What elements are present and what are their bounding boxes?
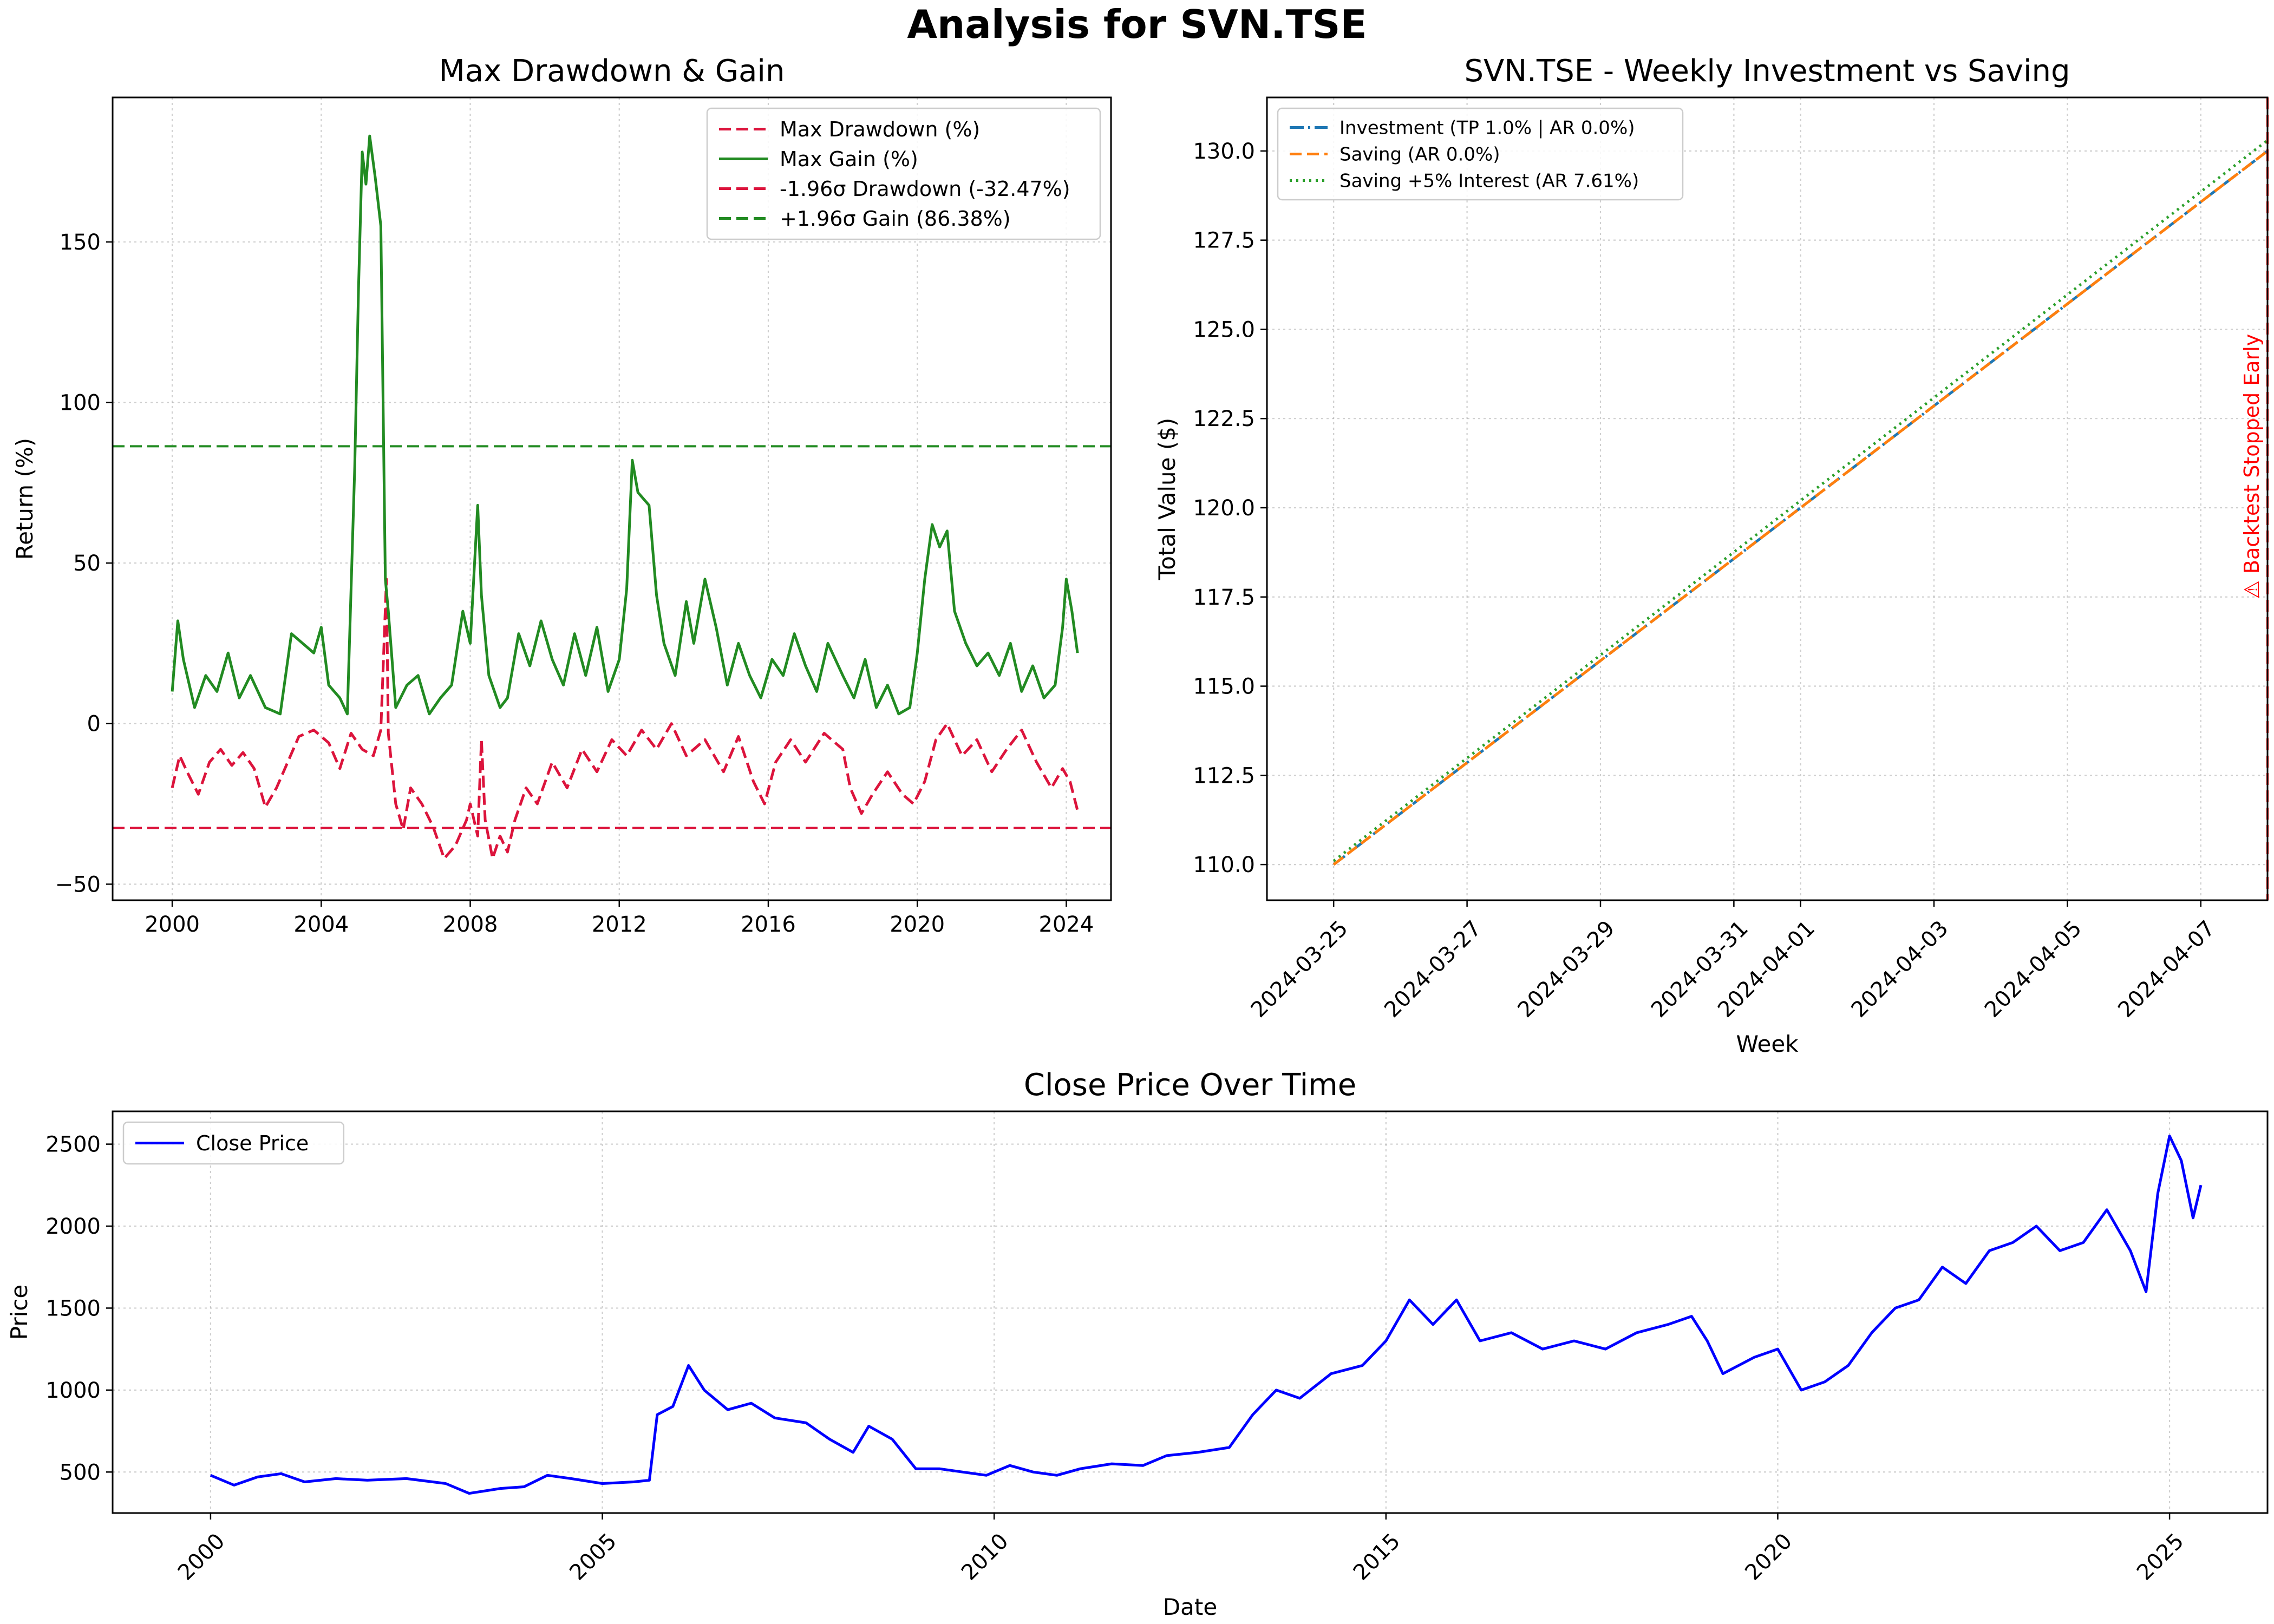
- legend-label: Max Gain (%): [780, 147, 918, 171]
- x-axis-label: Date: [1163, 1594, 1217, 1620]
- x-tick-label: 2024-04-07: [2113, 916, 2220, 1023]
- y-tick-label: 125.0: [1193, 317, 1255, 342]
- x-tick-label: 2020: [890, 912, 945, 937]
- y-axis-label: Return (%): [11, 438, 38, 560]
- y-tick-label: 127.5: [1193, 228, 1255, 253]
- axes-frame: [1266, 96, 2269, 901]
- chart-investment: ⚠ Backtest Stopped Early 2024-03-25 2024-0…: [1154, 54, 2269, 1057]
- y-tick-label: 115.0: [1193, 675, 1255, 699]
- plot-area: [113, 134, 1111, 860]
- series-line: [210, 1134, 2203, 1495]
- y-axis-label: Total Value ($): [1154, 418, 1180, 581]
- chart-price: 2000 2005 2010 2015 2020 2025 500 1000 1500 2000 2…: [6, 1068, 2269, 1620]
- series-line: [1332, 139, 2268, 862]
- x-tick-label: 2024-04-03: [1847, 916, 1953, 1023]
- chart-title: Max Drawdown & Gain: [439, 54, 785, 89]
- y-tick-label: 50: [73, 551, 101, 576]
- chart-drawdown: 2000 2004 2008 2012 2016 2020 2024 −50 0 50 100 150…: [11, 54, 1112, 937]
- series-line: [171, 134, 1079, 716]
- x-tick-label: 2015: [1349, 1529, 1406, 1586]
- plot-area: [210, 1134, 2203, 1495]
- x-tick-label: 2024-04-05: [1980, 916, 2087, 1023]
- x-tick-label: 2024-03-27: [1380, 916, 1486, 1023]
- legend-label: Max Drawdown (%): [780, 117, 980, 141]
- legend-box: [1277, 107, 1684, 201]
- x-tick-label: 2024-03-25: [1246, 916, 1353, 1023]
- y-tick-label: 1000: [45, 1378, 101, 1403]
- x-tick-label: 2010: [957, 1529, 1014, 1586]
- y-tick-label: 500: [60, 1460, 101, 1485]
- legend-label: Investment (TP 1.0% | AR 0.0%): [1339, 117, 1635, 139]
- x-tick-label: 2004: [293, 912, 349, 937]
- y-tick-label: −50: [55, 872, 101, 897]
- x-tick-label: 2000: [145, 912, 200, 937]
- plot-area: [1332, 139, 2268, 866]
- y-tick-label: 2000: [45, 1214, 101, 1239]
- x-tick-label: 2024-03-29: [1513, 916, 1620, 1023]
- y-tick-label: 0: [87, 712, 101, 737]
- x-tick-label: 2008: [443, 912, 498, 937]
- legend-box: [706, 107, 1101, 240]
- chart-title: SVN.TSE - Weekly Investment vs Saving: [1464, 54, 2070, 89]
- y-tick-label: 1500: [45, 1296, 101, 1321]
- legend: Max Drawdown (%) Max Gain (%) -1.96σ Drawd…: [706, 107, 1101, 240]
- chart-title: Close Price Over Time: [1024, 1068, 1356, 1103]
- y-tick-label: 112.5: [1193, 763, 1255, 788]
- axes-frame: [112, 96, 1112, 901]
- x-tick-label: 2024: [1039, 912, 1094, 937]
- series-line: [1332, 149, 2268, 866]
- series-line: [171, 578, 1079, 860]
- y-tick-label: 130.0: [1193, 139, 1255, 164]
- y-tick-label: 117.5: [1193, 585, 1255, 610]
- y-axis-label: Price: [6, 1285, 32, 1340]
- x-tick-label: 2020: [1740, 1529, 1797, 1586]
- legend-box: [122, 1121, 345, 1165]
- legend: Close Price: [122, 1121, 345, 1165]
- x-tick-label: 2025: [2132, 1529, 2189, 1586]
- y-tick-label: 150: [60, 230, 101, 255]
- legend-label: Saving +5% Interest (AR 7.61%): [1339, 171, 1639, 192]
- figure-title: Analysis for SVN.TSE: [907, 2, 1367, 47]
- x-tick-label: 2016: [741, 912, 796, 937]
- x-tick-label: 2005: [565, 1529, 622, 1586]
- axes-frame: [112, 1110, 2269, 1514]
- y-tick-label: 122.5: [1193, 407, 1255, 431]
- x-axis-label: Week: [1736, 1031, 1799, 1057]
- x-tick-label: 2000: [173, 1529, 230, 1586]
- stop-marker-label: ⚠ Backtest Stopped Early: [2240, 334, 2264, 599]
- legend-label: -1.96σ Drawdown (-32.47%): [780, 177, 1070, 201]
- y-tick-label: 110.0: [1193, 853, 1255, 878]
- y-tick-label: 2500: [45, 1132, 101, 1157]
- y-tick-label: 120.0: [1193, 496, 1255, 521]
- legend: Investment (TP 1.0% | AR 0.0%) Saving (AR…: [1277, 107, 1684, 201]
- legend-label: Saving (AR 0.0%): [1339, 144, 1500, 166]
- x-tick-label: 2012: [592, 912, 647, 937]
- legend-label: Close Price: [196, 1131, 309, 1155]
- legend-label: +1.96σ Gain (86.38%): [780, 207, 1011, 231]
- y-tick-label: 100: [60, 391, 101, 416]
